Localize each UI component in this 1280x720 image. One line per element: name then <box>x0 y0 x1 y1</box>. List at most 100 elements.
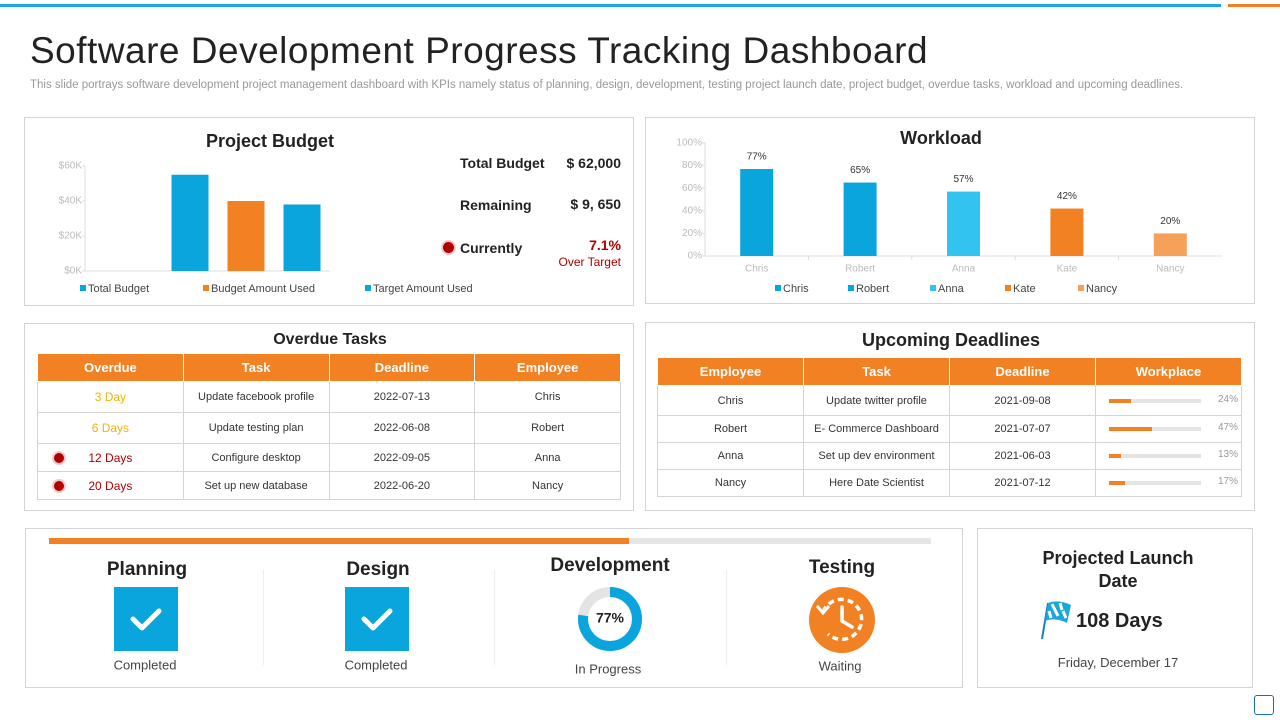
stat-value: 7.1% <box>589 237 621 253</box>
cell-text: Set up new database <box>204 479 308 492</box>
workplace-cell: 47% <box>1095 415 1242 443</box>
panel-title: Upcoming Deadlines <box>861 330 1041 350</box>
workplace-label: 24% <box>1217 393 1238 405</box>
table-cell: 2021-07-12 <box>949 469 1096 497</box>
table-cell: Anna <box>474 443 621 472</box>
table-cell: 3 Day <box>37 381 184 413</box>
table-cell: 2022-06-20 <box>328 471 476 500</box>
overdue-marker <box>54 480 64 491</box>
table-cell: Update facebook profile <box>182 381 330 413</box>
workplace-cell: 24% <box>1095 385 1242 416</box>
cell-text: Nancy <box>532 479 564 492</box>
table-cell: 6 Days <box>37 412 184 444</box>
cell-text: Configure desktop <box>211 451 301 464</box>
workplace-bar <box>1109 454 1121 458</box>
table-cell: Anna <box>657 442 804 470</box>
stages-panel <box>25 528 963 688</box>
column-header: Task <box>803 357 950 386</box>
table-cell: Chris <box>657 385 804 416</box>
overdue-marker <box>54 452 64 463</box>
table-cell: Nancy <box>474 471 621 500</box>
table-row: Nancy Here Date Scientist 2021-07-12 17% <box>657 469 1242 497</box>
page-subtitle: This slide portrays software development… <box>30 79 1184 91</box>
stat-label: Total Budget <box>460 155 545 171</box>
stat-note: Over Target <box>558 255 621 269</box>
table-cell: Chris <box>474 381 621 413</box>
workplace-cell: 17% <box>1095 469 1242 497</box>
table-cell: 2021-09-08 <box>949 385 1096 416</box>
cell-text: 12 Days <box>88 450 133 465</box>
cell-text: Update testing plan <box>208 422 304 434</box>
launch-days: 108 Days <box>1076 610 1163 632</box>
cell-text: Chris <box>534 391 561 403</box>
table-row: 12 Days Configure desktop 2022-09-05 Anna <box>37 443 621 472</box>
table-cell: 2021-07-07 <box>949 415 1096 443</box>
table-cell: Configure desktop <box>182 443 330 472</box>
deadlines-table: Employee Task Deadline Workplace Chris Update… <box>657 357 1242 497</box>
status-dot <box>443 242 454 253</box>
workplace-label: 47% <box>1217 422 1238 433</box>
launch-date: Friday, December 17 <box>1057 655 1179 670</box>
deadlines-panel: Upcoming Deadlines <box>645 322 1255 511</box>
workplace-track <box>1109 427 1201 431</box>
table-cell: Set up new database <box>182 471 330 500</box>
column-header: Employee <box>657 357 804 386</box>
column-header: Task <box>182 353 330 382</box>
table-cell: Here Date Scientist <box>803 469 950 497</box>
workplace-track <box>1109 398 1201 403</box>
cell-text: 2022-06-20 <box>373 479 431 492</box>
header-row: Employee Task Deadline Workplace <box>657 357 1242 386</box>
table-cell: 2021-06-03 <box>949 442 1096 470</box>
column-header: Overdue <box>37 353 184 382</box>
column-header: Deadline <box>949 357 1096 386</box>
overdue-table: Overdue Task Deadline Employee 3 Day Update f… <box>37 353 621 500</box>
cell-text: 6 Days <box>91 421 130 435</box>
top-rule-accent <box>1228 4 1280 7</box>
panel-title: Project Budget <box>205 131 334 151</box>
panel-title: Workload <box>900 128 982 148</box>
workplace-track <box>1109 454 1201 458</box>
cell-text: 3 Day <box>94 390 127 404</box>
table-cell: Robert <box>657 415 804 443</box>
table-row: Anna Set up dev environment 2021-06-03 13% <box>657 442 1242 470</box>
flag-icon <box>1041 601 1071 640</box>
table-row: 3 Day Update facebook profile 2022-07-13 Ch… <box>37 381 621 413</box>
budget-panel: Project Budget Total Budget $ 62,000 Rem… <box>24 117 634 306</box>
divider <box>726 570 727 665</box>
table-cell: Robert <box>474 412 621 444</box>
overdue-panel: Overdue Tasks <box>24 323 634 511</box>
table-cell: 2022-09-05 <box>328 443 476 472</box>
launch-title: Projected Launch Date <box>1042 548 1194 591</box>
divider <box>263 570 264 665</box>
cell-text: 2022-06-08 <box>373 422 431 434</box>
stat-value: $ 62,000 <box>566 155 622 171</box>
column-header: Workplace <box>1095 357 1242 386</box>
table-cell: 20 Days <box>37 471 184 500</box>
cell-text: 20 Days <box>88 478 133 493</box>
panel-title: Overdue Tasks <box>273 331 387 348</box>
workplace-bar <box>1109 481 1125 485</box>
workplace-bar <box>1109 398 1132 403</box>
stat-value: $ 9, 650 <box>570 196 621 212</box>
table-cell: 2022-06-08 <box>328 412 476 444</box>
progress-fill <box>49 538 629 544</box>
table-cell: 2022-07-13 <box>328 381 476 413</box>
cell-text: 2022-09-05 <box>373 451 431 464</box>
table-row: 20 Days Set up new database 2022-06-20 Nanc… <box>37 471 621 500</box>
launch-panel: Projected Launch Date 108 Days Friday, D… <box>977 528 1253 688</box>
table-row: 6 Days Update testing plan 2022-06-08 Rober… <box>37 412 621 444</box>
cell-text: Update facebook profile <box>198 391 315 403</box>
stat-label: Remaining <box>460 197 532 213</box>
table-cell: Set up dev environment <box>803 442 950 470</box>
column-header: Deadline <box>328 353 476 382</box>
workplace-cell: 13% <box>1095 442 1242 470</box>
page-title: Software Development Progress Tracking D… <box>30 30 929 71</box>
table-cell: 12 Days <box>37 443 184 472</box>
workload-panel: Workload <box>645 117 1255 304</box>
table-cell: Update testing plan <box>182 412 330 444</box>
column-header: Employee <box>474 353 621 382</box>
workplace-label: 13% <box>1217 449 1238 460</box>
table-cell: E- Commerce Dashboard <box>803 415 950 443</box>
table-row: Robert E- Commerce Dashboard 2021-07-07 47% <box>657 415 1242 443</box>
